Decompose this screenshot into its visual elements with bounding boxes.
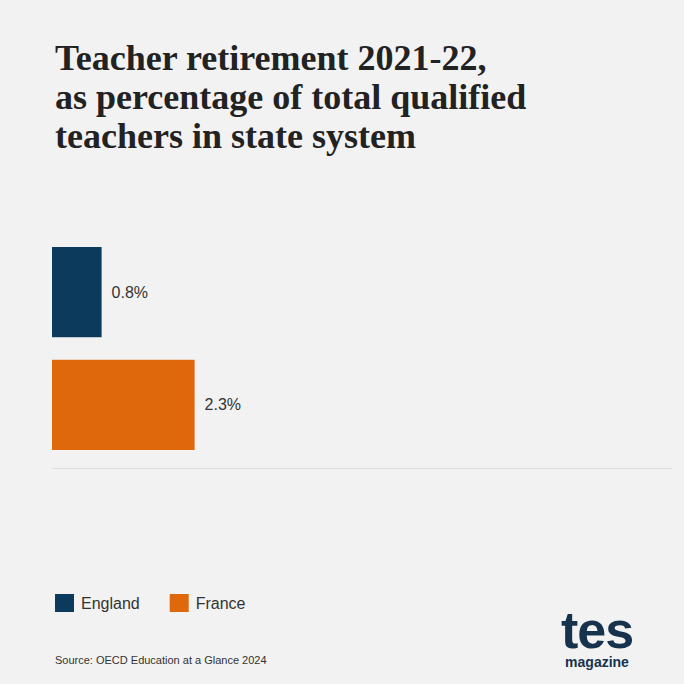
legend-swatch xyxy=(170,594,189,612)
title-line: Teacher retirement 2021-22, xyxy=(55,38,487,78)
legend-label: France xyxy=(196,595,246,612)
data-label: 0.8% xyxy=(112,284,148,301)
legend-swatch xyxy=(55,594,74,612)
logo-subtext: magazine xyxy=(565,654,629,670)
title-line: as percentage of total qualified xyxy=(55,77,526,117)
bar xyxy=(52,360,195,450)
data-label: 2.3% xyxy=(205,396,241,413)
legend: England France xyxy=(55,594,246,612)
legend-item: France xyxy=(170,594,246,612)
legend-label: England xyxy=(81,595,140,612)
title: Teacher retirement 2021-22,as percentage… xyxy=(55,38,526,156)
logo-text: tes xyxy=(561,601,633,659)
chart: Teacher retirement 2021-22,as percentage… xyxy=(0,0,684,684)
background xyxy=(0,0,684,684)
logo: tesmagazine xyxy=(561,601,633,670)
source: Source: OECD Education at a Glance 2024 xyxy=(55,654,267,666)
bars xyxy=(52,247,195,450)
x-axis-line xyxy=(53,468,673,469)
x-axis xyxy=(53,468,673,469)
data-labels: 0.8% 2.3% xyxy=(112,284,241,414)
legend-item: England xyxy=(55,594,140,612)
title-line: teachers in state system xyxy=(55,116,416,156)
bar xyxy=(52,247,102,337)
